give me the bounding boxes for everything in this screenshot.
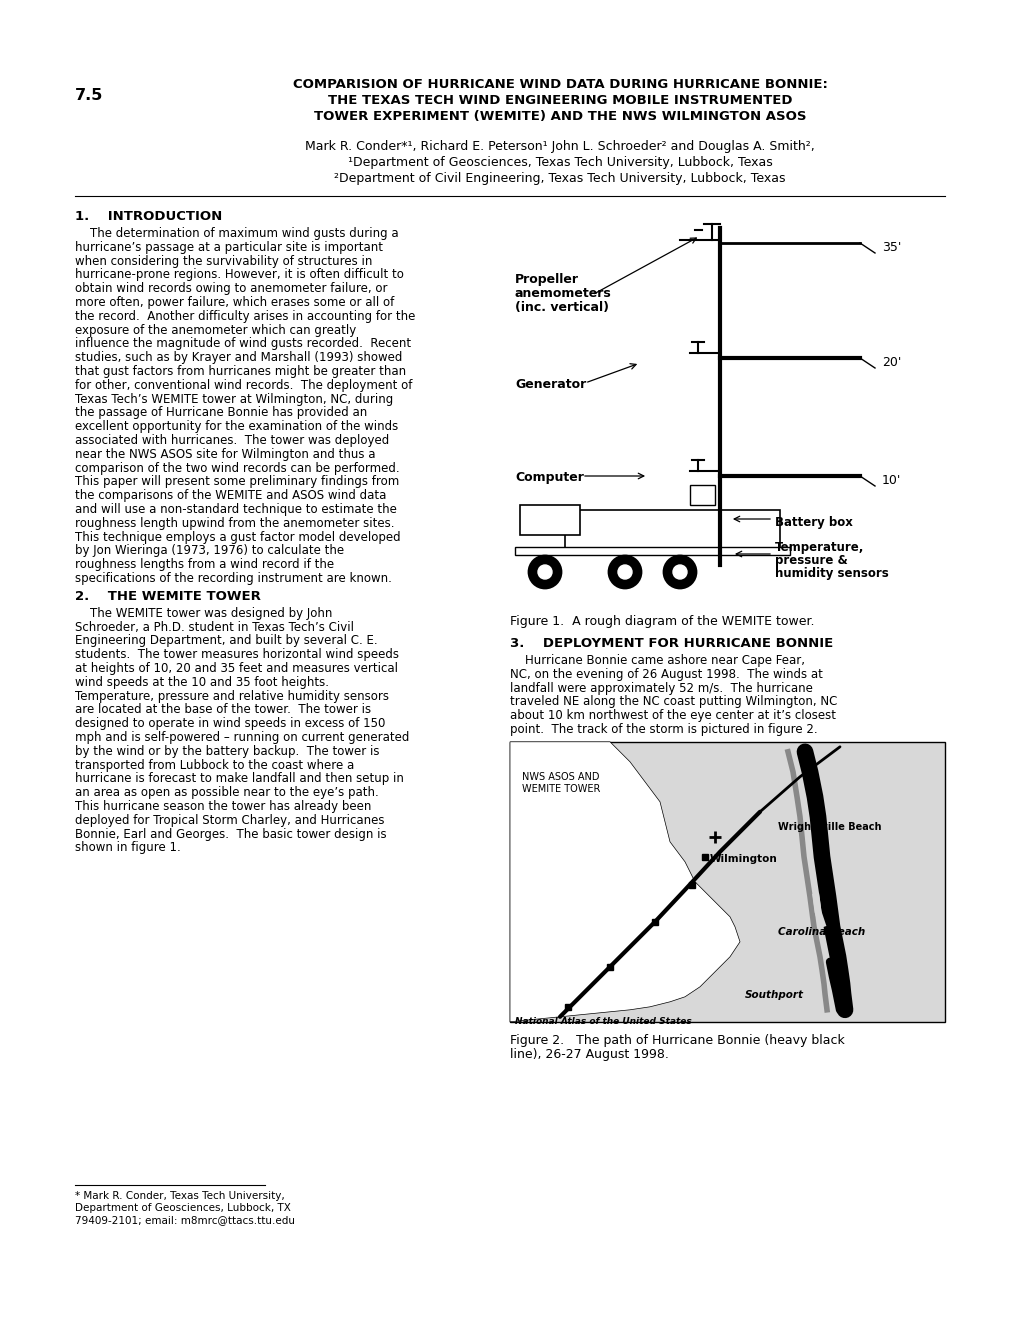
Text: excellent opportunity for the examination of the winds: excellent opportunity for the examinatio…: [75, 420, 397, 433]
Circle shape: [663, 556, 695, 587]
Bar: [515, 546, 790, 554]
Text: WEMITE TOWER: WEMITE TOWER: [522, 784, 600, 793]
Text: associated with hurricanes.  The tower was deployed: associated with hurricanes. The tower wa…: [75, 434, 389, 447]
Text: pressure &: pressure &: [774, 554, 847, 568]
Text: at heights of 10, 20 and 35 feet and measures vertical: at heights of 10, 20 and 35 feet and mea…: [75, 663, 397, 675]
Text: The WEMITE tower was designed by John: The WEMITE tower was designed by John: [75, 607, 332, 620]
Text: the comparisons of the WEMITE and ASOS wind data: the comparisons of the WEMITE and ASOS w…: [75, 490, 386, 502]
Text: studies, such as by Krayer and Marshall (1993) showed: studies, such as by Krayer and Marshall …: [75, 351, 401, 364]
Text: anemometers: anemometers: [515, 286, 611, 300]
Text: Department of Geosciences, Lubbock, TX: Department of Geosciences, Lubbock, TX: [75, 1203, 290, 1213]
Circle shape: [537, 565, 551, 579]
Text: the record.  Another difficulty arises in accounting for the: the record. Another difficulty arises in…: [75, 310, 415, 323]
Text: and will use a non-standard technique to estimate the: and will use a non-standard technique to…: [75, 503, 396, 516]
Text: (inc. vertical): (inc. vertical): [515, 301, 608, 314]
Text: 3.    DEPLOYMENT FOR HURRICANE BONNIE: 3. DEPLOYMENT FOR HURRICANE BONNIE: [510, 638, 833, 649]
Text: deployed for Tropical Storm Charley, and Hurricanes: deployed for Tropical Storm Charley, and…: [75, 814, 384, 826]
Text: wind speeds at the 10 and 35 foot heights.: wind speeds at the 10 and 35 foot height…: [75, 676, 329, 689]
Circle shape: [618, 565, 632, 579]
Text: NC, on the evening of 26 August 1998.  The winds at: NC, on the evening of 26 August 1998. Th…: [510, 668, 822, 681]
Text: This paper will present some preliminary findings from: This paper will present some preliminary…: [75, 475, 398, 488]
Circle shape: [529, 556, 560, 587]
Text: hurricane-prone regions. However, it is often difficult to: hurricane-prone regions. However, it is …: [75, 268, 404, 281]
Text: Hurricane Bonnie came ashore near Cape Fear,: Hurricane Bonnie came ashore near Cape F…: [510, 653, 804, 667]
Bar: [689, 484, 714, 506]
Text: Texas Tech’s WEMITE tower at Wilmington, NC, during: Texas Tech’s WEMITE tower at Wilmington,…: [75, 392, 393, 405]
Text: Figure 2.   The path of Hurricane Bonnie (heavy black: Figure 2. The path of Hurricane Bonnie (…: [510, 1034, 844, 1047]
Text: hurricane’s passage at a particular site is important: hurricane’s passage at a particular site…: [75, 240, 382, 253]
Text: more often, power failure, which erases some or all of: more often, power failure, which erases …: [75, 296, 394, 309]
Text: humidity sensors: humidity sensors: [774, 568, 888, 579]
Text: students.  The tower measures horizontal wind speeds: students. The tower measures horizontal …: [75, 648, 398, 661]
Text: 35': 35': [881, 242, 901, 253]
Text: 7.5: 7.5: [75, 88, 103, 103]
Text: Bonnie, Earl and Georges.  The basic tower design is: Bonnie, Earl and Georges. The basic towe…: [75, 828, 386, 841]
Text: Temperature,: Temperature,: [774, 541, 863, 554]
Text: traveled NE along the NC coast putting Wilmington, NC: traveled NE along the NC coast putting W…: [510, 696, 837, 709]
Text: Schroeder, a Ph.D. student in Texas Tech’s Civil: Schroeder, a Ph.D. student in Texas Tech…: [75, 620, 354, 634]
Text: hurricane is forecast to make landfall and then setup in: hurricane is forecast to make landfall a…: [75, 772, 404, 785]
Text: shown in figure 1.: shown in figure 1.: [75, 841, 180, 854]
Text: specifications of the recording instrument are known.: specifications of the recording instrume…: [75, 572, 391, 585]
Text: Wrightsville Beach: Wrightsville Beach: [777, 822, 880, 832]
Text: exposure of the anemometer which can greatly: exposure of the anemometer which can gre…: [75, 323, 356, 337]
Text: Southport: Southport: [744, 990, 803, 999]
Text: The determination of maximum wind gusts during a: The determination of maximum wind gusts …: [75, 227, 398, 240]
Bar: [520, 506, 580, 535]
Text: Generator: Generator: [515, 378, 586, 391]
Text: 1.    INTRODUCTION: 1. INTRODUCTION: [75, 210, 222, 223]
Text: Engineering Department, and built by several C. E.: Engineering Department, and built by sev…: [75, 635, 377, 647]
Text: when considering the survivability of structures in: when considering the survivability of st…: [75, 255, 372, 268]
Text: This hurricane season the tower has already been: This hurricane season the tower has alre…: [75, 800, 371, 813]
Text: Mark R. Conder*¹, Richard E. Peterson¹ John L. Schroeder² and Douglas A. Smith²,: Mark R. Conder*¹, Richard E. Peterson¹ J…: [305, 140, 814, 153]
Text: mph and is self-powered – running on current generated: mph and is self-powered – running on cur…: [75, 731, 409, 744]
Text: 2.    THE WEMITE TOWER: 2. THE WEMITE TOWER: [75, 590, 261, 603]
Text: obtain wind records owing to anemometer failure, or: obtain wind records owing to anemometer …: [75, 282, 387, 296]
Text: designed to operate in wind speeds in excess of 150: designed to operate in wind speeds in ex…: [75, 717, 385, 730]
Text: Temperature, pressure and relative humidity sensors: Temperature, pressure and relative humid…: [75, 689, 388, 702]
Text: for other, conventional wind records.  The deployment of: for other, conventional wind records. Th…: [75, 379, 412, 392]
Text: roughness lengths from a wind record if the: roughness lengths from a wind record if …: [75, 558, 334, 572]
Circle shape: [673, 565, 687, 579]
Bar: [510, 742, 944, 1022]
Text: the passage of Hurricane Bonnie has provided an: the passage of Hurricane Bonnie has prov…: [75, 407, 367, 420]
Text: Propeller: Propeller: [515, 273, 579, 286]
Text: landfall were approximately 52 m/s.  The hurricane: landfall were approximately 52 m/s. The …: [510, 681, 812, 694]
Text: Computer: Computer: [515, 471, 583, 484]
Text: point.  The track of the storm is pictured in figure 2.: point. The track of the storm is picture…: [510, 723, 817, 737]
Text: 79409-2101; email: m8mrc@ttacs.ttu.edu: 79409-2101; email: m8mrc@ttacs.ttu.edu: [75, 1214, 294, 1225]
Circle shape: [608, 556, 640, 587]
Text: THE TEXAS TECH WIND ENGINEERING MOBILE INSTRUMENTED: THE TEXAS TECH WIND ENGINEERING MOBILE I…: [327, 94, 792, 107]
Text: roughness length upwind from the anemometer sites.: roughness length upwind from the anemome…: [75, 517, 394, 529]
Text: Wilmington: Wilmington: [709, 854, 777, 863]
Text: an area as open as possible near to the eye’s path.: an area as open as possible near to the …: [75, 787, 378, 799]
Polygon shape: [510, 742, 739, 1022]
Text: TOWER EXPERIMENT (WEMITE) AND THE NWS WILMINGTON ASOS: TOWER EXPERIMENT (WEMITE) AND THE NWS WI…: [314, 110, 805, 123]
Text: that gust factors from hurricanes might be greater than: that gust factors from hurricanes might …: [75, 366, 406, 378]
Text: about 10 km northwest of the eye center at it’s closest: about 10 km northwest of the eye center …: [510, 709, 836, 722]
Bar: [565, 510, 780, 550]
Text: Carolina Beach: Carolina Beach: [777, 927, 864, 937]
Text: comparison of the two wind records can be performed.: comparison of the two wind records can b…: [75, 462, 399, 475]
Text: ²Department of Civil Engineering, Texas Tech University, Lubbock, Texas: ²Department of Civil Engineering, Texas …: [334, 172, 785, 185]
Text: This technique employs a gust factor model developed: This technique employs a gust factor mod…: [75, 531, 400, 544]
Text: are located at the base of the tower.  The tower is: are located at the base of the tower. Th…: [75, 704, 371, 717]
Text: near the NWS ASOS site for Wilmington and thus a: near the NWS ASOS site for Wilmington an…: [75, 447, 375, 461]
Text: Battery box: Battery box: [774, 516, 852, 529]
Text: ¹Department of Geosciences, Texas Tech University, Lubbock, Texas: ¹Department of Geosciences, Texas Tech U…: [347, 156, 771, 169]
Text: by Jon Wieringa (1973, 1976) to calculate the: by Jon Wieringa (1973, 1976) to calculat…: [75, 544, 343, 557]
Text: by the wind or by the battery backup.  The tower is: by the wind or by the battery backup. Th…: [75, 744, 379, 758]
Text: 20': 20': [881, 356, 901, 370]
Text: 10': 10': [881, 474, 901, 487]
Text: Figure 1.  A rough diagram of the WEMITE tower.: Figure 1. A rough diagram of the WEMITE …: [510, 615, 814, 628]
Text: line), 26-27 August 1998.: line), 26-27 August 1998.: [510, 1048, 668, 1061]
Text: influence the magnitude of wind gusts recorded.  Recent: influence the magnitude of wind gusts re…: [75, 338, 411, 350]
Text: transported from Lubbock to the coast where a: transported from Lubbock to the coast wh…: [75, 759, 354, 772]
Text: COMPARISION OF HURRICANE WIND DATA DURING HURRICANE BONNIE:: COMPARISION OF HURRICANE WIND DATA DURIN…: [292, 78, 826, 91]
Text: NWS ASOS AND: NWS ASOS AND: [522, 772, 599, 781]
Text: National Atlas of the United States: National Atlas of the United States: [515, 1016, 691, 1026]
Text: * Mark R. Conder, Texas Tech University,: * Mark R. Conder, Texas Tech University,: [75, 1191, 284, 1201]
